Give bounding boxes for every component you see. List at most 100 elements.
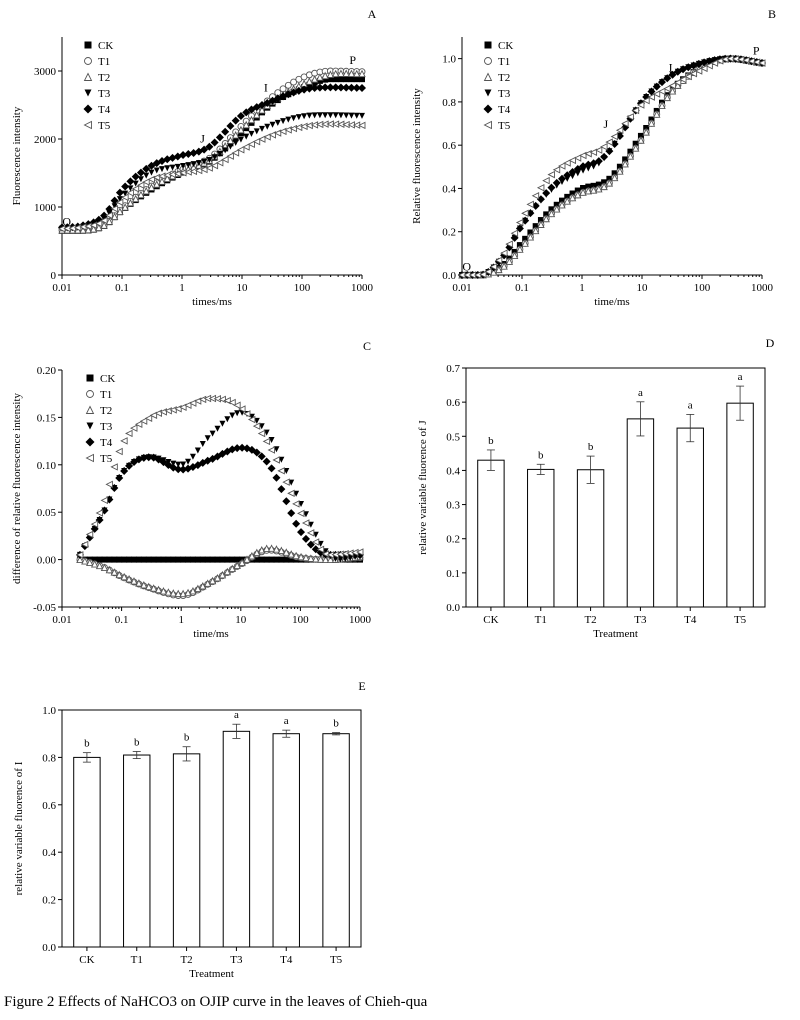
data-point [542, 176, 550, 185]
data-point [301, 534, 310, 543]
data-point [311, 545, 320, 554]
data-point [159, 166, 165, 173]
data-point [631, 106, 640, 115]
legend-label: T2 [498, 72, 510, 84]
data-point [321, 83, 330, 92]
y-tick-label: 0.10 [37, 460, 57, 472]
data-point [226, 152, 234, 160]
data-point [236, 111, 245, 120]
data-point [253, 548, 261, 557]
data-point [219, 556, 226, 563]
data-point [277, 485, 286, 494]
data-point [494, 256, 503, 265]
data-point [222, 147, 229, 154]
data-point [165, 556, 172, 563]
data-point [231, 149, 240, 157]
data-point [742, 56, 750, 64]
data-point [130, 577, 138, 585]
y-tick-label: 0.1 [446, 568, 460, 580]
data-point [284, 126, 292, 134]
data-point [563, 197, 571, 205]
data-point [258, 556, 265, 563]
y-tick-label: -0.05 [33, 602, 56, 614]
y-tick-label: 0.7 [446, 363, 460, 375]
data-point [600, 182, 608, 191]
data-point [237, 136, 244, 143]
data-point [155, 556, 162, 563]
data-point [252, 422, 261, 430]
y-tick-label: 0.6 [442, 140, 456, 152]
data-point [312, 554, 320, 563]
panel-letter: E [358, 679, 365, 693]
significance-letter: a [688, 399, 693, 411]
data-point [85, 530, 94, 539]
data-point [180, 461, 187, 468]
data-point [564, 193, 571, 200]
data-point [76, 555, 84, 564]
data-point [150, 556, 157, 563]
data-point [601, 179, 608, 186]
data-point [610, 132, 619, 141]
legend-label: T4 [498, 104, 511, 116]
data-point [500, 249, 508, 257]
x-axis-label: time/ms [193, 628, 228, 640]
legend-marker [484, 41, 492, 49]
x-tick-label: 1 [178, 614, 184, 626]
data-point [89, 221, 98, 229]
data-point [277, 467, 285, 475]
data-point [484, 267, 492, 276]
data-point [140, 556, 147, 563]
data-point [636, 101, 645, 109]
data-point [264, 123, 271, 130]
bar-T5 [726, 402, 754, 608]
data-point [242, 143, 250, 151]
data-point [574, 190, 582, 199]
data-point [94, 219, 103, 228]
data-point [142, 186, 150, 195]
bar-T2 [576, 469, 605, 608]
data-point [606, 175, 613, 182]
data-point [218, 395, 226, 404]
data-point [316, 73, 324, 81]
x-tick-label: T5 [734, 614, 747, 626]
data-point [269, 121, 276, 128]
legend-label: T3 [498, 88, 511, 100]
data-point [547, 209, 556, 218]
legend-label: T1 [100, 389, 112, 401]
legend-marker [86, 374, 94, 382]
significance-letter: b [84, 738, 90, 750]
data-point [343, 76, 350, 83]
y-tick-label: 0.5 [446, 431, 460, 443]
data-point [252, 137, 261, 146]
data-point [311, 538, 320, 546]
data-point [110, 205, 119, 213]
data-point [282, 548, 291, 556]
data-point [267, 544, 276, 552]
data-point [615, 126, 624, 134]
panel-B: B 0.01 0.1 1 10 100 1000 0.0 0.2 0.4 0.6 0.8 1.0 time… [411, 7, 776, 308]
data-point [175, 556, 182, 563]
data-point [209, 556, 216, 563]
legend-label: T4 [98, 104, 111, 116]
bar-T3 [626, 418, 655, 608]
x-tick-label: 10 [235, 614, 247, 626]
data-point [652, 82, 661, 91]
data-point [210, 161, 219, 170]
y-axis-label: relative variable fluorence of I [13, 761, 25, 895]
legend-marker [484, 89, 492, 97]
bar-CK [477, 459, 505, 608]
data-point [663, 93, 671, 102]
data-point [331, 69, 340, 78]
data-point [300, 85, 309, 94]
data-point [563, 171, 572, 180]
data-point [282, 497, 291, 506]
data-point [495, 265, 503, 274]
data-point [316, 112, 323, 119]
data-point [105, 217, 114, 225]
x-tick-label: 10 [637, 282, 649, 294]
x-tick-label: CK [483, 614, 498, 626]
x-tick-label: CK [79, 954, 94, 966]
data-point [147, 175, 155, 184]
data-point [327, 76, 334, 83]
data-point [234, 410, 241, 417]
